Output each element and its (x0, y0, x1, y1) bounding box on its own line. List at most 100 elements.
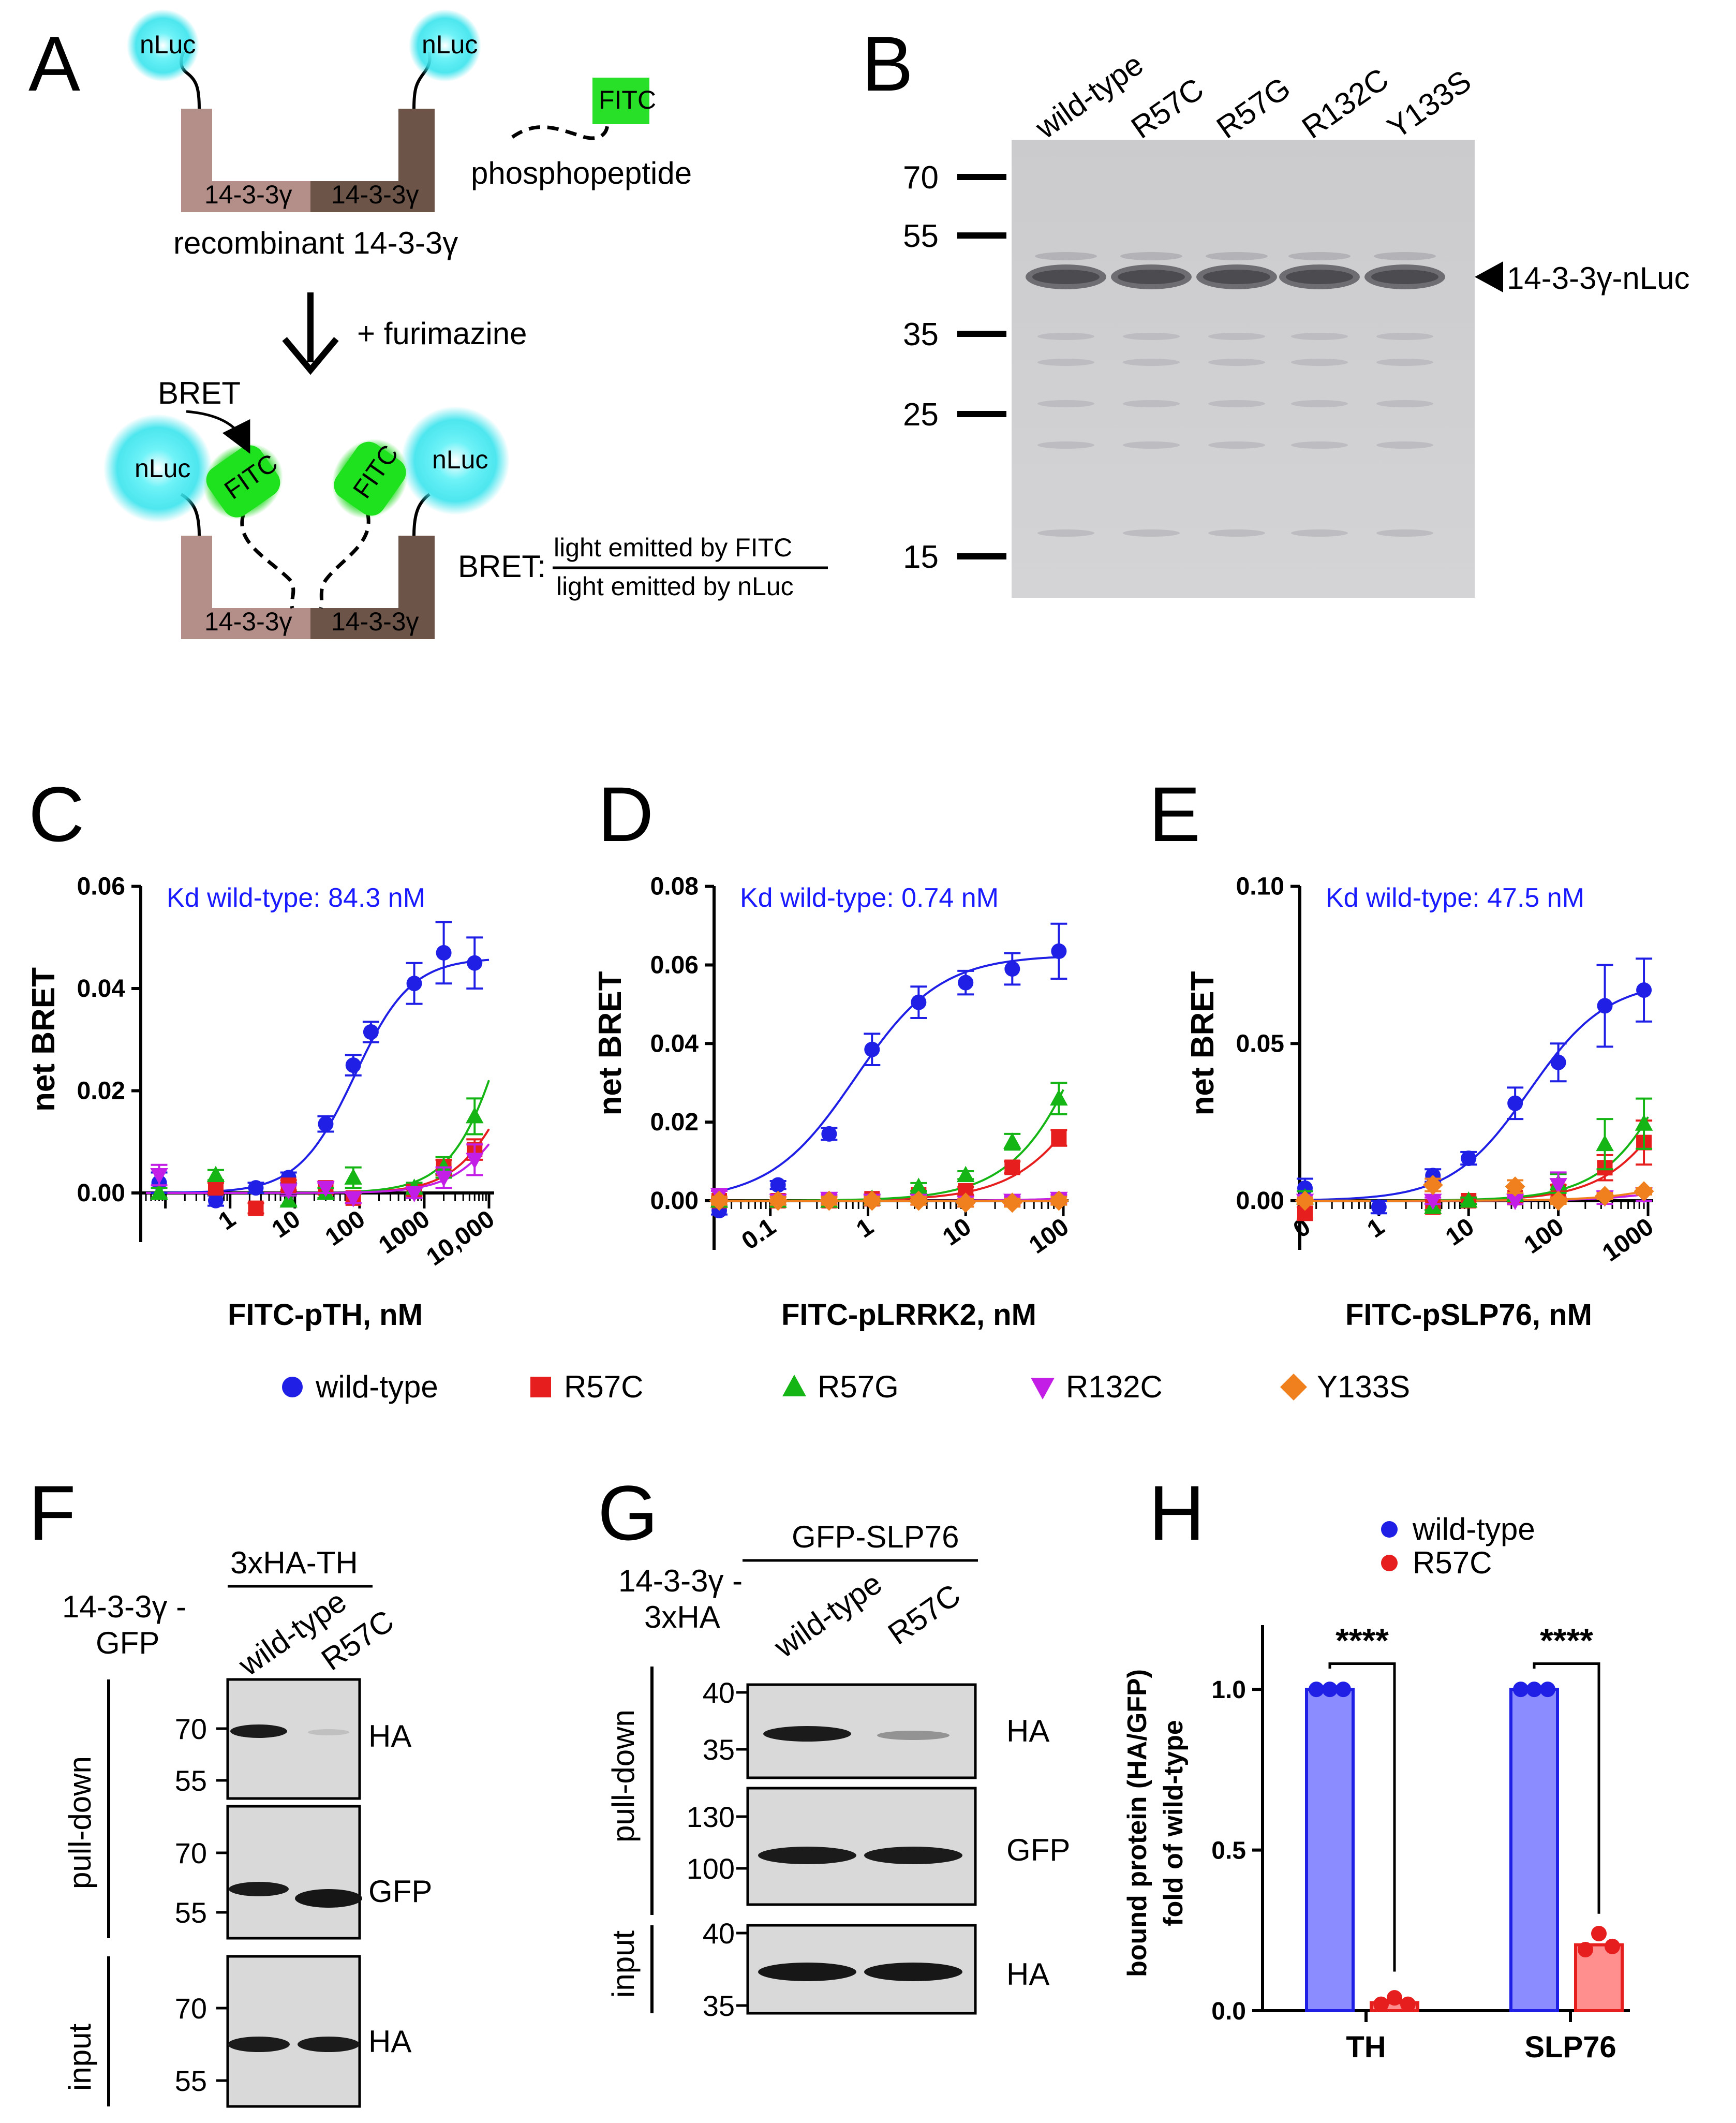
replicate-point (1578, 1942, 1593, 1958)
data-point (206, 1166, 225, 1182)
data-point (955, 1192, 976, 1213)
fitc-shape (206, 445, 280, 518)
x-axis-label: FITC-pTH, nM (228, 1298, 423, 1332)
legend-label: R57C (564, 1369, 643, 1404)
y-tick-label: 0.10 (1236, 873, 1284, 901)
minor-band (1376, 400, 1433, 407)
fit-curve (719, 956, 1064, 1192)
legend-label: wild-type (1412, 1512, 1535, 1546)
pulldown-label: pull-down (606, 1709, 641, 1842)
blot-band (298, 2037, 360, 2052)
y-tick-label: 1.0 (1211, 1676, 1246, 1704)
mw-label: 40 (703, 1917, 735, 1950)
x-tick-label: 0.1 (737, 1213, 781, 1256)
lane-label: Y133S (1381, 63, 1477, 145)
data-point (1635, 1114, 1653, 1131)
data-point (958, 975, 974, 991)
panel-g: G GFP-SLP76 14-3-3γ - 3xHA wild-type R57… (598, 1469, 1070, 2022)
data-point (908, 1190, 929, 1211)
panel-a: A 14-3-3γ 14-3-3γ nLuc nLuc recombinant … (28, 9, 828, 639)
data-point (279, 1183, 298, 1200)
mw-label: 70 (175, 1837, 207, 1869)
x-tick-label: 10 (267, 1205, 305, 1244)
fit-curve (1305, 1116, 1649, 1202)
panel-letter-b: B (862, 20, 913, 107)
data-point (1003, 1132, 1021, 1149)
y-tick-label: 0.06 (77, 873, 125, 901)
data-point (467, 955, 483, 971)
lane-label: R57C (882, 1577, 967, 1652)
minor-band (1037, 529, 1094, 537)
monomer-label-right: 14-3-3γ (331, 180, 419, 209)
monomer-label-right: 14-3-3γ (331, 607, 419, 636)
replicate-point (1591, 1926, 1607, 1941)
data-point (1423, 1193, 1442, 1210)
replicate-point (1387, 1990, 1402, 2006)
y-axis-label: net BRET (1185, 971, 1221, 1115)
marker-label: 15 (903, 539, 939, 575)
row-label-line2: 3xHA (644, 1600, 720, 1634)
protein-band (1371, 270, 1438, 284)
x-tick-label: SLP76 (1524, 2030, 1616, 2064)
minor-band (1208, 441, 1265, 449)
y-tick-label: 0.0 (1211, 1998, 1246, 2025)
blot-membrane (746, 1787, 977, 1906)
data-point (862, 1190, 882, 1211)
minor-band (1037, 441, 1094, 449)
data-point (1597, 998, 1613, 1014)
dimer-groove (212, 536, 398, 608)
blot-membrane (226, 1955, 361, 2108)
panel-letter-c: C (28, 771, 84, 858)
y-tick-label: 0.04 (650, 1030, 699, 1057)
lane-label: R132C (1296, 62, 1394, 145)
minor-band (1376, 333, 1433, 340)
nluc-glow-icon (401, 406, 510, 515)
replicate-point (1322, 1682, 1338, 1698)
data-point (435, 1158, 453, 1175)
minor-band (1208, 529, 1265, 537)
y-tick-label: 0.02 (77, 1078, 125, 1105)
data-point (910, 1177, 928, 1194)
row-label-line2: GFP (96, 1626, 159, 1660)
data-point (1548, 1190, 1569, 1211)
bret-formula-prefix: BRET: (458, 549, 546, 584)
data-point (1505, 1176, 1525, 1197)
x-tick-label: 1000 (1597, 1213, 1658, 1267)
panel-h: H 0.0 0.5 1.0 bound protein (HA/GFP) fold of… (1122, 1469, 1630, 2064)
fitc-shape (334, 441, 406, 516)
nluc-label: nLuc (432, 445, 488, 474)
marker-label: 70 (903, 160, 939, 196)
legend-label: R57C (1413, 1545, 1492, 1580)
row-label-line1: 14-3-3γ - (618, 1564, 743, 1598)
band-label: 14-3-3γ-nLuc (1507, 261, 1690, 296)
data-point (1031, 1378, 1055, 1399)
dimer-unbound: 14-3-3γ 14-3-3γ nLuc nLuc recombinant 14… (127, 9, 481, 260)
data-point (344, 1168, 362, 1185)
fitc-label-box (592, 78, 649, 124)
x-tick-label: 1 (1362, 1213, 1389, 1244)
mw-label: 55 (175, 1764, 207, 1797)
panel-letter-e: E (1149, 771, 1200, 858)
y-tick-label: 0.00 (77, 1180, 125, 1207)
fit-curve (1305, 1189, 1649, 1202)
data-point (1549, 1178, 1567, 1195)
y-tick-label: 0.06 (650, 951, 699, 979)
y-tick-label: 0.04 (77, 975, 126, 1002)
fitc-bound-left: FITC (197, 436, 290, 527)
replicate-point (1513, 1682, 1529, 1698)
mw-label: 70 (175, 1992, 207, 2025)
legend-marker (1381, 1521, 1398, 1538)
x-tick-label: 100 (320, 1205, 370, 1251)
nluc-glow-icon (127, 9, 199, 82)
minor-band (1123, 441, 1180, 449)
arrow-head-icon (282, 337, 339, 375)
minor-band (1291, 400, 1348, 407)
data-point (1506, 1193, 1524, 1210)
dimer-groove (212, 109, 398, 181)
bar-chart-bound-protein: 0.0 0.5 1.0 bound protein (HA/GFP) fold of w… (1122, 1512, 1630, 2064)
minor-band (1123, 400, 1180, 407)
peptide-chain (319, 512, 370, 609)
